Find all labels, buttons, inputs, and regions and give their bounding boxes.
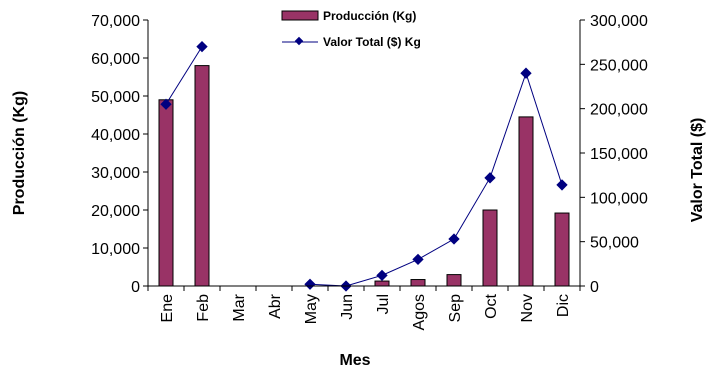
value-point-dic <box>556 179 568 191</box>
x-tick-label-feb: Feb <box>195 294 212 322</box>
left-tick-label: 30,000 <box>91 165 140 182</box>
bar-oct <box>482 209 498 287</box>
x-tick-label-jul: Jul <box>375 294 392 314</box>
legend-line-marker <box>294 36 304 46</box>
legend-bar-label: Producción (Kg) <box>323 9 416 23</box>
y2-axis-title: Valor Total ($) <box>689 118 706 223</box>
right-tick-label: 0 <box>590 279 599 296</box>
legend-bar-swatch <box>281 10 319 21</box>
x-tick-label-mar: Mar <box>231 293 248 321</box>
right-tick-label: 50,000 <box>590 235 639 252</box>
value-line-segment-2 <box>309 71 563 287</box>
plot-area <box>158 40 570 292</box>
bar-jul <box>374 280 390 287</box>
right-tick-label: 200,000 <box>590 102 648 119</box>
right-tick-label: 150,000 <box>590 146 648 163</box>
value-point-may <box>304 278 316 290</box>
value-point-feb <box>196 40 208 53</box>
left-axis: 0 10,000 20,000 30,000 40,000 50,000 60,000 70,… <box>91 13 149 296</box>
x-tick-label-nov: Nov <box>519 294 536 322</box>
bar-feb <box>194 65 210 287</box>
left-tick-label: 40,000 <box>91 127 140 144</box>
x-tick-label-ene: Ene <box>159 294 176 323</box>
left-tick-label: 70,000 <box>91 13 140 30</box>
legend-line-label: Valor Total ($) Kg <box>323 35 421 49</box>
x-tick-label-may: May <box>303 294 320 324</box>
bar-ene <box>158 99 174 287</box>
value-line-segment-1 <box>165 46 203 105</box>
legend: Producción (Kg) Valor Total ($) Kg <box>281 9 421 49</box>
left-tick-label: 0 <box>131 279 140 296</box>
value-point-jul <box>376 269 388 282</box>
x-tick-label-sep: Sep <box>447 294 464 323</box>
bar-agos <box>410 279 426 287</box>
bar-sep <box>446 274 462 287</box>
right-tick-label: 300,000 <box>590 13 648 30</box>
value-point-sep <box>448 233 460 245</box>
x-tick-label-oct: Oct <box>483 293 500 318</box>
bar-nov <box>518 116 534 287</box>
x-tick-label-jun: Jun <box>339 294 356 320</box>
x-tick-label-dic: Dic <box>555 294 572 317</box>
value-point-nov <box>520 67 532 79</box>
left-tick-label: 10,000 <box>91 241 140 258</box>
x-tick-label-abr: Abr <box>267 293 284 319</box>
x-axis-title: Mes <box>339 352 370 369</box>
right-axis: 0 50,000 100,000 150,000 200,000 250,000 300,0… <box>579 13 648 296</box>
left-tick-label: 50,000 <box>91 89 140 106</box>
x-axis: Ene Feb Mar Abr May Jun Jul Agos Sep Oct Nov Dic <box>147 285 581 330</box>
value-point-oct <box>484 172 496 184</box>
left-tick-label: 20,000 <box>91 203 140 220</box>
bar-dic <box>554 212 570 287</box>
right-tick-label: 100,000 <box>590 190 648 207</box>
value-point-agos <box>412 253 424 266</box>
x-tick-label-agos: Agos <box>411 294 428 330</box>
y-axis-title: Producción (Kg) <box>11 91 28 215</box>
right-tick-label: 250,000 <box>590 57 648 74</box>
left-tick-label: 60,000 <box>91 51 140 68</box>
